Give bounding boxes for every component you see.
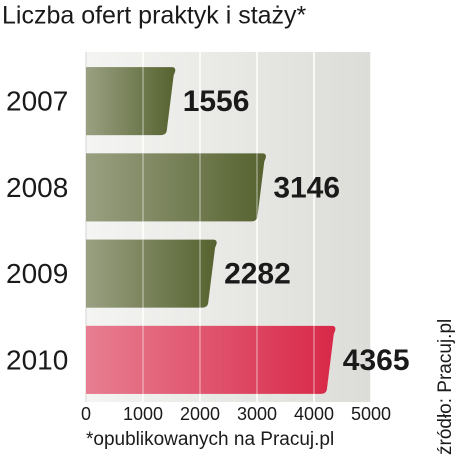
y-tick-label: 2007	[6, 86, 68, 117]
value-label: 3146	[273, 171, 340, 204]
x-tick-label: 4000	[294, 404, 334, 424]
value-label: 2282	[224, 258, 291, 291]
footnote: *opublikowanych na Pracuj.pl	[86, 429, 334, 450]
value-label: 4365	[343, 344, 410, 377]
bar-shine	[86, 153, 266, 222]
x-tick-label: 1000	[123, 404, 163, 424]
y-tick-label: 2010	[6, 344, 68, 375]
y-tick-label: 2009	[6, 258, 68, 289]
x-tick-label: 3000	[237, 404, 277, 424]
value-label: 1556	[183, 85, 250, 118]
bar-group	[86, 153, 266, 222]
chart-title: Liczba ofert praktyk i staży*	[2, 2, 307, 30]
source: źródło: Pracuj.pl	[435, 319, 456, 455]
bar-group	[86, 67, 176, 136]
x-tick-label: 2000	[180, 404, 220, 424]
x-tick-label: 0	[81, 404, 91, 424]
bar-shine	[86, 239, 217, 308]
bar-shine	[86, 67, 176, 136]
x-tick-label: 5000	[351, 404, 391, 424]
y-tick-label: 2008	[6, 172, 68, 203]
bar-shine	[86, 325, 336, 394]
bar-group	[86, 325, 336, 394]
bar-group	[86, 239, 217, 308]
